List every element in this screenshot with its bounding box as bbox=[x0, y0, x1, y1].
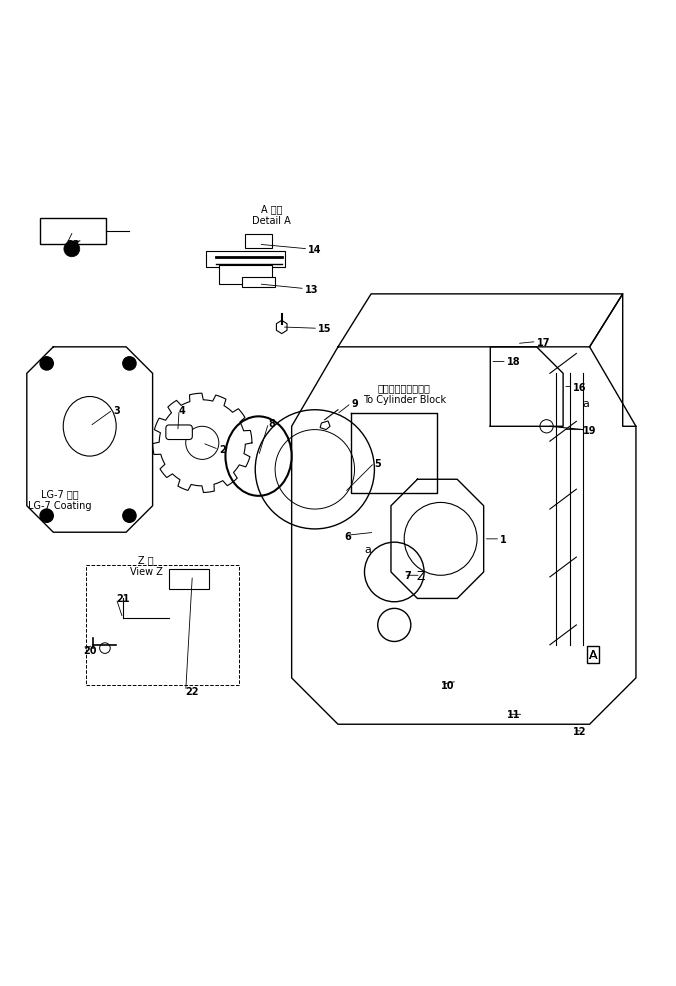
FancyBboxPatch shape bbox=[40, 219, 106, 245]
FancyBboxPatch shape bbox=[219, 266, 272, 285]
Text: a: a bbox=[583, 398, 589, 409]
Text: A: A bbox=[589, 649, 597, 662]
Text: 3: 3 bbox=[113, 405, 120, 415]
Text: 4: 4 bbox=[179, 405, 186, 415]
Text: 13: 13 bbox=[305, 284, 318, 294]
Text: LG-7 塗布
LG-7 Coating: LG-7 塗布 LG-7 Coating bbox=[28, 489, 92, 511]
FancyBboxPatch shape bbox=[166, 426, 193, 440]
Text: 6: 6 bbox=[345, 531, 352, 541]
Text: A 詳細
Detail A: A 詳細 Detail A bbox=[252, 204, 291, 226]
Text: 9: 9 bbox=[352, 398, 358, 409]
Circle shape bbox=[40, 510, 53, 523]
Circle shape bbox=[123, 510, 136, 523]
Text: 18: 18 bbox=[507, 357, 521, 367]
Text: 17: 17 bbox=[537, 337, 550, 347]
Circle shape bbox=[64, 242, 80, 257]
Text: 7: 7 bbox=[404, 571, 411, 581]
Text: Z 視
View Z: Z 視 View Z bbox=[130, 555, 162, 577]
Text: a: a bbox=[364, 544, 371, 554]
Text: 8: 8 bbox=[268, 418, 275, 429]
Text: 2: 2 bbox=[219, 445, 226, 455]
Circle shape bbox=[123, 357, 136, 371]
Text: A: A bbox=[589, 649, 597, 662]
Text: Z: Z bbox=[416, 569, 425, 582]
Text: 11: 11 bbox=[507, 710, 521, 720]
FancyBboxPatch shape bbox=[87, 566, 239, 685]
Text: 5: 5 bbox=[375, 458, 381, 468]
Text: 16: 16 bbox=[573, 383, 587, 392]
Text: 22: 22 bbox=[186, 686, 199, 696]
Text: 20: 20 bbox=[83, 646, 97, 656]
FancyBboxPatch shape bbox=[206, 251, 285, 268]
FancyBboxPatch shape bbox=[242, 278, 275, 288]
Text: 12: 12 bbox=[573, 726, 587, 737]
FancyBboxPatch shape bbox=[169, 569, 209, 589]
Circle shape bbox=[40, 357, 53, 371]
Text: 14: 14 bbox=[308, 245, 322, 254]
Text: 1: 1 bbox=[500, 534, 507, 544]
Text: 23: 23 bbox=[66, 240, 80, 250]
FancyBboxPatch shape bbox=[245, 235, 272, 248]
Text: 21: 21 bbox=[116, 594, 130, 603]
Text: 10: 10 bbox=[441, 679, 454, 690]
Text: 19: 19 bbox=[583, 425, 596, 435]
Text: シリンダブロックへ
To Cylinder Block: シリンダブロックへ To Cylinder Block bbox=[362, 383, 445, 404]
Text: 15: 15 bbox=[318, 324, 332, 334]
